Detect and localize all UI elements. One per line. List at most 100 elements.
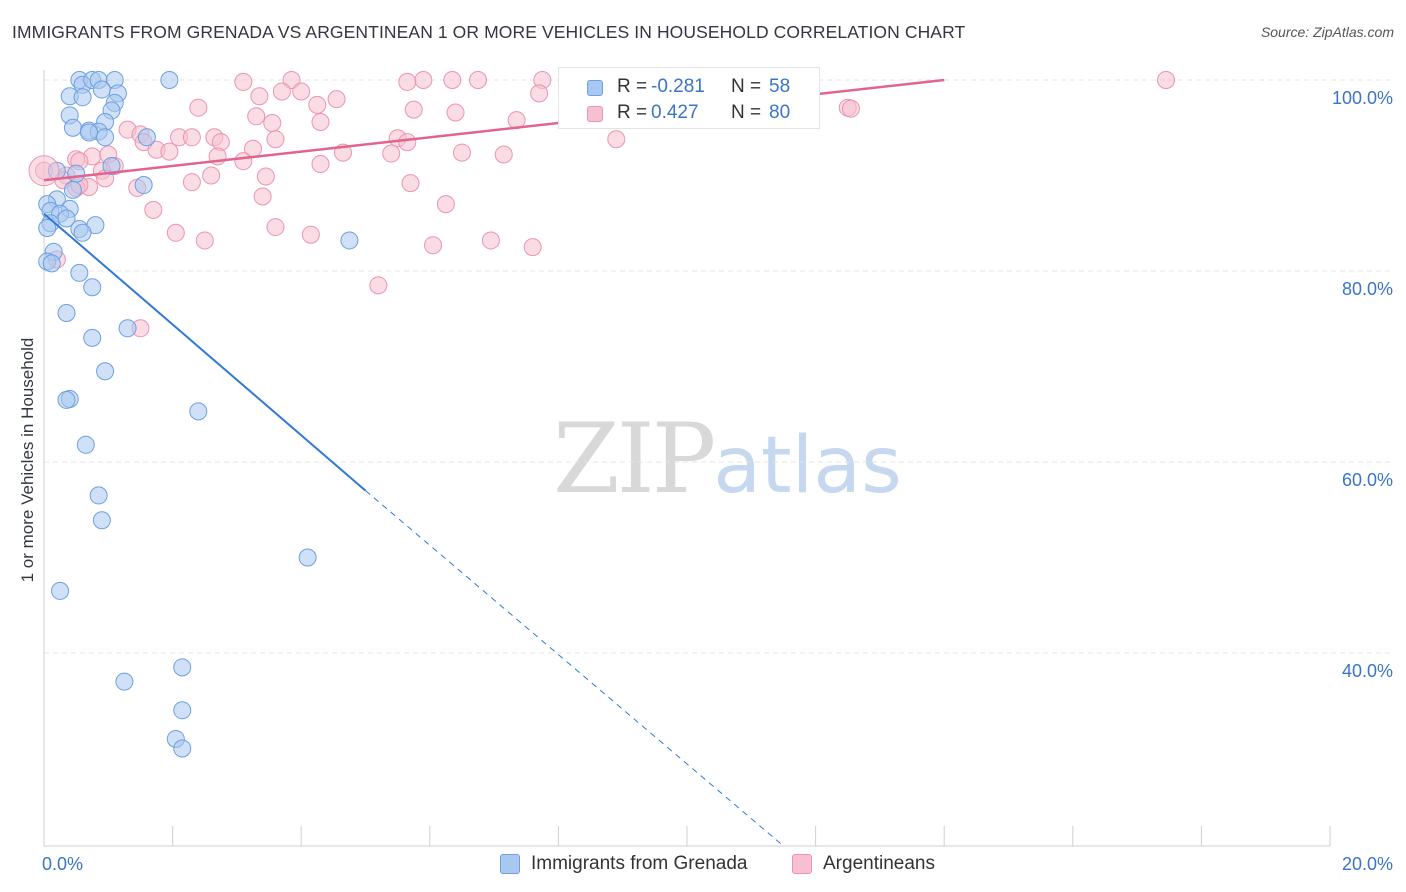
- legend-r-label-blue: R =: [617, 76, 648, 97]
- legend-row-pink: R = 0.427 N = 80: [559, 100, 821, 128]
- argentinean-point: [266, 130, 285, 149]
- argentinean-point: [607, 130, 626, 149]
- grenada-point: [73, 88, 92, 107]
- argentinean-point: [404, 100, 423, 119]
- series-legend: Immigrants from Grenada Argentineans: [0, 852, 1406, 878]
- grenada-point: [118, 319, 137, 338]
- watermark-zip: ZIP: [553, 403, 716, 515]
- argentinean-point: [424, 236, 443, 255]
- argentinean-point: [144, 200, 163, 219]
- argentinean-point: [311, 113, 330, 132]
- x-tick-label: 0.0%: [42, 854, 83, 874]
- grenada-point: [96, 362, 115, 381]
- legend-r-label-pink: R =: [617, 102, 648, 123]
- grenada-point: [51, 581, 70, 600]
- argentinean-point: [266, 218, 285, 237]
- argentinean-point: [272, 82, 291, 101]
- grenada-point: [76, 435, 95, 454]
- argentinean-point: [469, 71, 488, 89]
- legend-n-label-blue: N =: [731, 76, 762, 97]
- grenada-point: [63, 180, 82, 199]
- grenada-point: [92, 511, 111, 530]
- grenada-point: [89, 486, 108, 505]
- argentinean-point: [250, 87, 269, 106]
- grenada-point: [80, 123, 99, 142]
- legend-swatch-pink: [587, 106, 603, 122]
- grenada-trend-line: [43, 212, 367, 492]
- grenada-point: [173, 658, 192, 677]
- legend-n-value-pink: 80: [769, 102, 791, 123]
- grenada-point: [96, 128, 115, 147]
- grenada-point: [83, 278, 102, 297]
- argentinean-point: [398, 133, 417, 152]
- argentinean-point: [841, 99, 860, 118]
- argentinean-point: [398, 72, 417, 91]
- argentinean-point: [401, 174, 420, 193]
- argentinean-point: [530, 84, 549, 103]
- correlation-legend: R = -0.281 N = 58 R = 0.427 N = 80: [558, 67, 820, 129]
- grenada-point: [298, 548, 317, 567]
- grenada-point: [38, 219, 57, 238]
- y-axis-label: 1 or more Vehicles in Household: [18, 337, 37, 583]
- argentinean-point: [452, 143, 471, 162]
- legend-r-value-blue: -0.281: [651, 76, 705, 97]
- grenada-point: [189, 402, 208, 421]
- y-tick-label: 80.0%: [1342, 279, 1393, 299]
- legend-n-value-blue: 58: [769, 76, 791, 97]
- argentinean-point: [182, 173, 201, 192]
- argentinean-point: [446, 103, 465, 122]
- argentinean-point: [481, 231, 500, 250]
- argentinean-point: [301, 225, 320, 244]
- legend-row-blue: R = -0.281 N = 58: [559, 74, 821, 102]
- grenada-point: [160, 71, 179, 89]
- argentinean-point: [195, 231, 214, 250]
- grenada-point: [57, 304, 76, 323]
- argentinean-point: [202, 166, 221, 185]
- legend-swatch-grenada: [500, 854, 520, 874]
- argentinean-point: [282, 71, 301, 89]
- argentinean-point: [166, 223, 185, 242]
- legend-swatch-argentineans: [792, 854, 812, 874]
- grenada-point: [67, 164, 86, 183]
- grenada-point: [57, 390, 76, 409]
- argentinean-point: [443, 71, 462, 89]
- argentinean-point: [308, 95, 327, 114]
- watermark-atlas: atlas: [713, 421, 902, 511]
- argentinean-point: [311, 155, 330, 174]
- argentinean-point: [327, 90, 346, 109]
- x-tick-label: 20.0%: [1342, 854, 1393, 874]
- argentinean-point: [292, 82, 311, 101]
- grenada-point: [83, 328, 102, 347]
- grenada-point: [115, 672, 134, 691]
- grenada-point: [73, 223, 92, 242]
- grenada-point: [173, 739, 192, 758]
- argentinean-point: [247, 107, 266, 126]
- y-tick-label: 60.0%: [1342, 470, 1393, 490]
- argentinean-point: [1157, 71, 1176, 89]
- grenada-point: [340, 231, 359, 250]
- grenada-point: [134, 176, 153, 195]
- legend-swatch-blue: [587, 80, 603, 96]
- argentinean-point: [369, 276, 388, 295]
- argentinean-point: [234, 72, 253, 91]
- grenada-point: [92, 80, 111, 99]
- legend-label-argentineans: Argentineans: [823, 853, 935, 874]
- argentinean-point: [523, 238, 542, 257]
- source-label: Source: ZipAtlas.com: [1260, 24, 1394, 40]
- legend-n-label-pink: N =: [731, 102, 762, 123]
- argentinean-point: [182, 128, 201, 147]
- y-tick-label: 40.0%: [1342, 661, 1393, 681]
- grenada-point: [137, 128, 156, 147]
- grenada-trend-extension: [365, 490, 784, 847]
- argentinean-point: [382, 144, 401, 163]
- argentinean-point: [253, 187, 272, 206]
- argentinean-point: [436, 195, 455, 214]
- legend-r-value-pink: 0.427: [651, 102, 699, 123]
- argentinean-point: [28, 155, 60, 187]
- argentinean-point: [494, 145, 513, 164]
- chart-title: IMMIGRANTS FROM GRENADA VS ARGENTINEAN 1…: [12, 22, 966, 42]
- argentinean-point: [263, 113, 282, 132]
- grenada-point: [42, 254, 61, 273]
- y-tick-label: 100.0%: [1332, 88, 1393, 108]
